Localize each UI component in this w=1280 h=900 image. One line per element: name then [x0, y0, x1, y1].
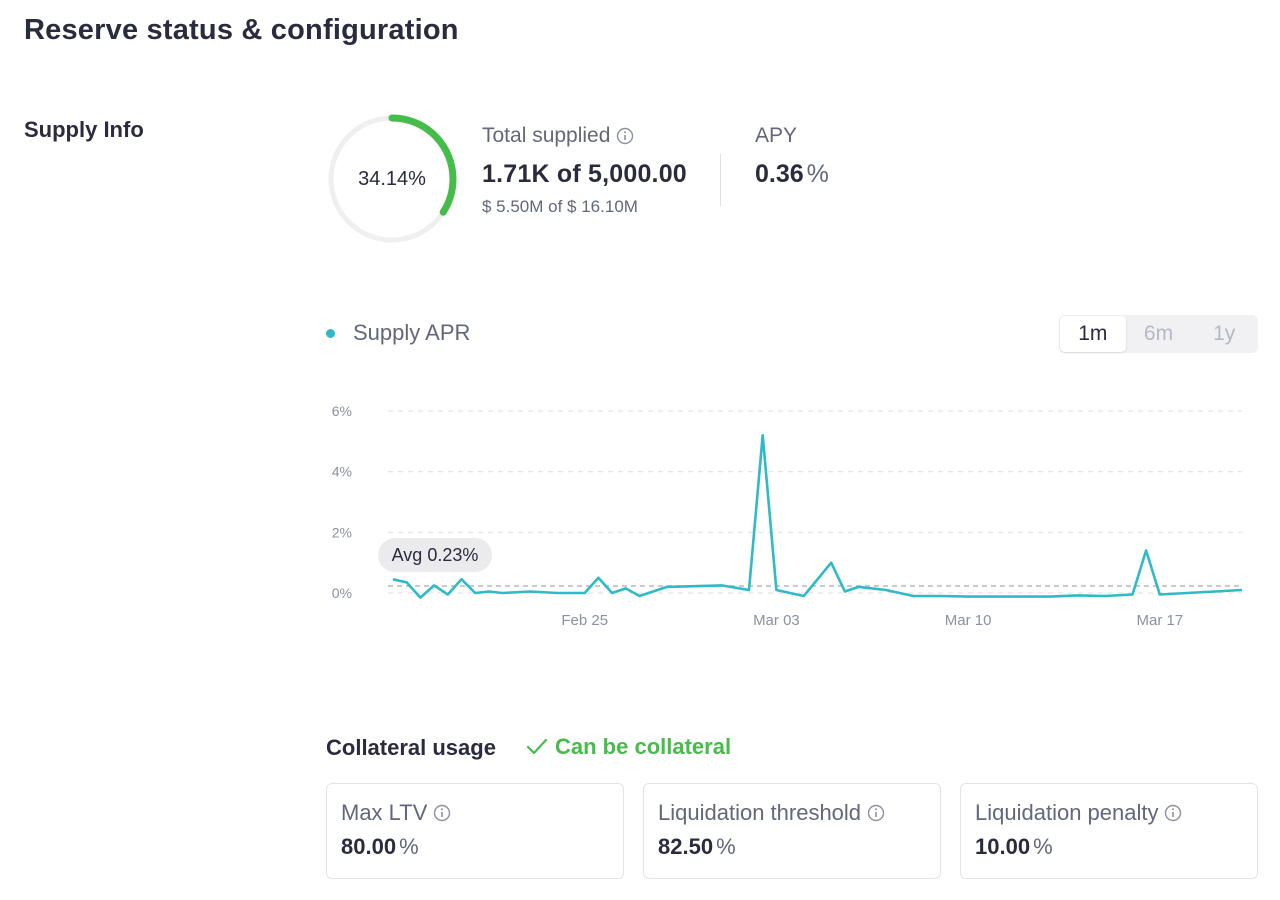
max-ltv-label-row: Max LTV: [341, 800, 609, 826]
liquidation-threshold-unit: %: [716, 834, 736, 859]
x-tick-label: Mar 03: [753, 612, 800, 629]
legend-label: Supply APR: [353, 320, 471, 345]
supply-apr-chart: 0% 2% 4% 6% Feb 25 Mar 03 Mar 10 Mar 17 Avg 0.23…: [332, 403, 1243, 629]
y-tick-label: 6%: [332, 403, 352, 419]
y-tick-label: 0%: [332, 585, 352, 601]
info-icon[interactable]: [616, 127, 634, 145]
info-icon[interactable]: [433, 804, 451, 822]
liquidation-penalty-unit: %: [1033, 834, 1053, 859]
y-tick-label: 2%: [332, 524, 352, 540]
liquidation-penalty-label-row: Liquidation penalty: [975, 800, 1243, 826]
average-badge: [378, 538, 492, 572]
max-ltv-card: Max LTV 80.00%: [326, 783, 624, 879]
total-supplied-label-row: Total supplied: [482, 124, 687, 148]
total-supplied-block: Total supplied 1.71K of 5,000.00 $ 5.50M…: [482, 124, 687, 217]
liquidation-threshold-label-row: Liquidation threshold: [658, 800, 926, 826]
page-title: Reserve status & configuration: [24, 14, 459, 46]
max-ltv-value-row: 80.00%: [341, 834, 609, 860]
x-tick-label: Mar 10: [945, 612, 992, 629]
liquidation-penalty-value-row: 10.00%: [975, 834, 1243, 860]
total-supplied-label: Total supplied: [482, 124, 611, 147]
max-ltv-label: Max LTV: [341, 800, 428, 825]
collateral-status: Can be collateral: [525, 734, 731, 760]
apy-block: APY 0.36%: [755, 124, 829, 189]
section-label-supply-info: Supply Info: [24, 117, 144, 142]
apy-unit: %: [806, 160, 829, 188]
utilization-donut: [327, 114, 457, 244]
average-badge-label: Avg 0.23%: [392, 545, 479, 565]
check-icon: [526, 738, 548, 755]
liquidation-penalty-card: Liquidation penalty 10.00%: [960, 783, 1258, 879]
info-icon[interactable]: [1164, 804, 1182, 822]
range-button-1m[interactable]: 1m: [1060, 316, 1126, 352]
y-tick-label: 4%: [332, 464, 352, 480]
apy-value: 0.36: [755, 160, 804, 188]
stat-divider: [720, 154, 721, 206]
chart-legend: Supply APR: [326, 320, 470, 346]
total-supplied-usd: $ 5.50M of $ 16.10M: [482, 197, 638, 216]
liquidation-threshold-value-row: 82.50%: [658, 834, 926, 860]
range-button-1y[interactable]: 1y: [1213, 322, 1236, 345]
max-ltv-unit: %: [399, 834, 419, 859]
collateral-usage-title: Collateral usage: [326, 735, 496, 760]
utilization-arc: [327, 114, 457, 244]
legend-dot-icon: [326, 328, 335, 338]
apy-value-row: 0.36%: [755, 160, 829, 189]
range-button-6m[interactable]: 6m: [1143, 322, 1174, 345]
collateral-status-text: Can be collateral: [555, 734, 732, 759]
info-icon[interactable]: [867, 804, 885, 822]
liquidation-penalty-label: Liquidation penalty: [975, 800, 1159, 825]
supply-apr-line: [392, 433, 1243, 599]
x-tick-label: Mar 17: [1136, 612, 1183, 629]
liquidation-threshold-value: 82.50: [658, 834, 714, 859]
max-ltv-value: 80.00: [341, 834, 397, 859]
time-range-selector: 1m 6m 1y: [1059, 315, 1258, 353]
liquidation-penalty-value: 10.00: [975, 834, 1031, 859]
total-supplied-value: 1.71K of 5,000.00: [482, 160, 687, 188]
x-tick-label: Feb 25: [561, 612, 608, 629]
liquidation-threshold-label: Liquidation threshold: [658, 800, 862, 825]
liquidation-threshold-card: Liquidation threshold 82.50%: [643, 783, 941, 879]
apy-label: APY: [755, 124, 798, 147]
utilization-percent: 34.14%: [358, 167, 426, 190]
